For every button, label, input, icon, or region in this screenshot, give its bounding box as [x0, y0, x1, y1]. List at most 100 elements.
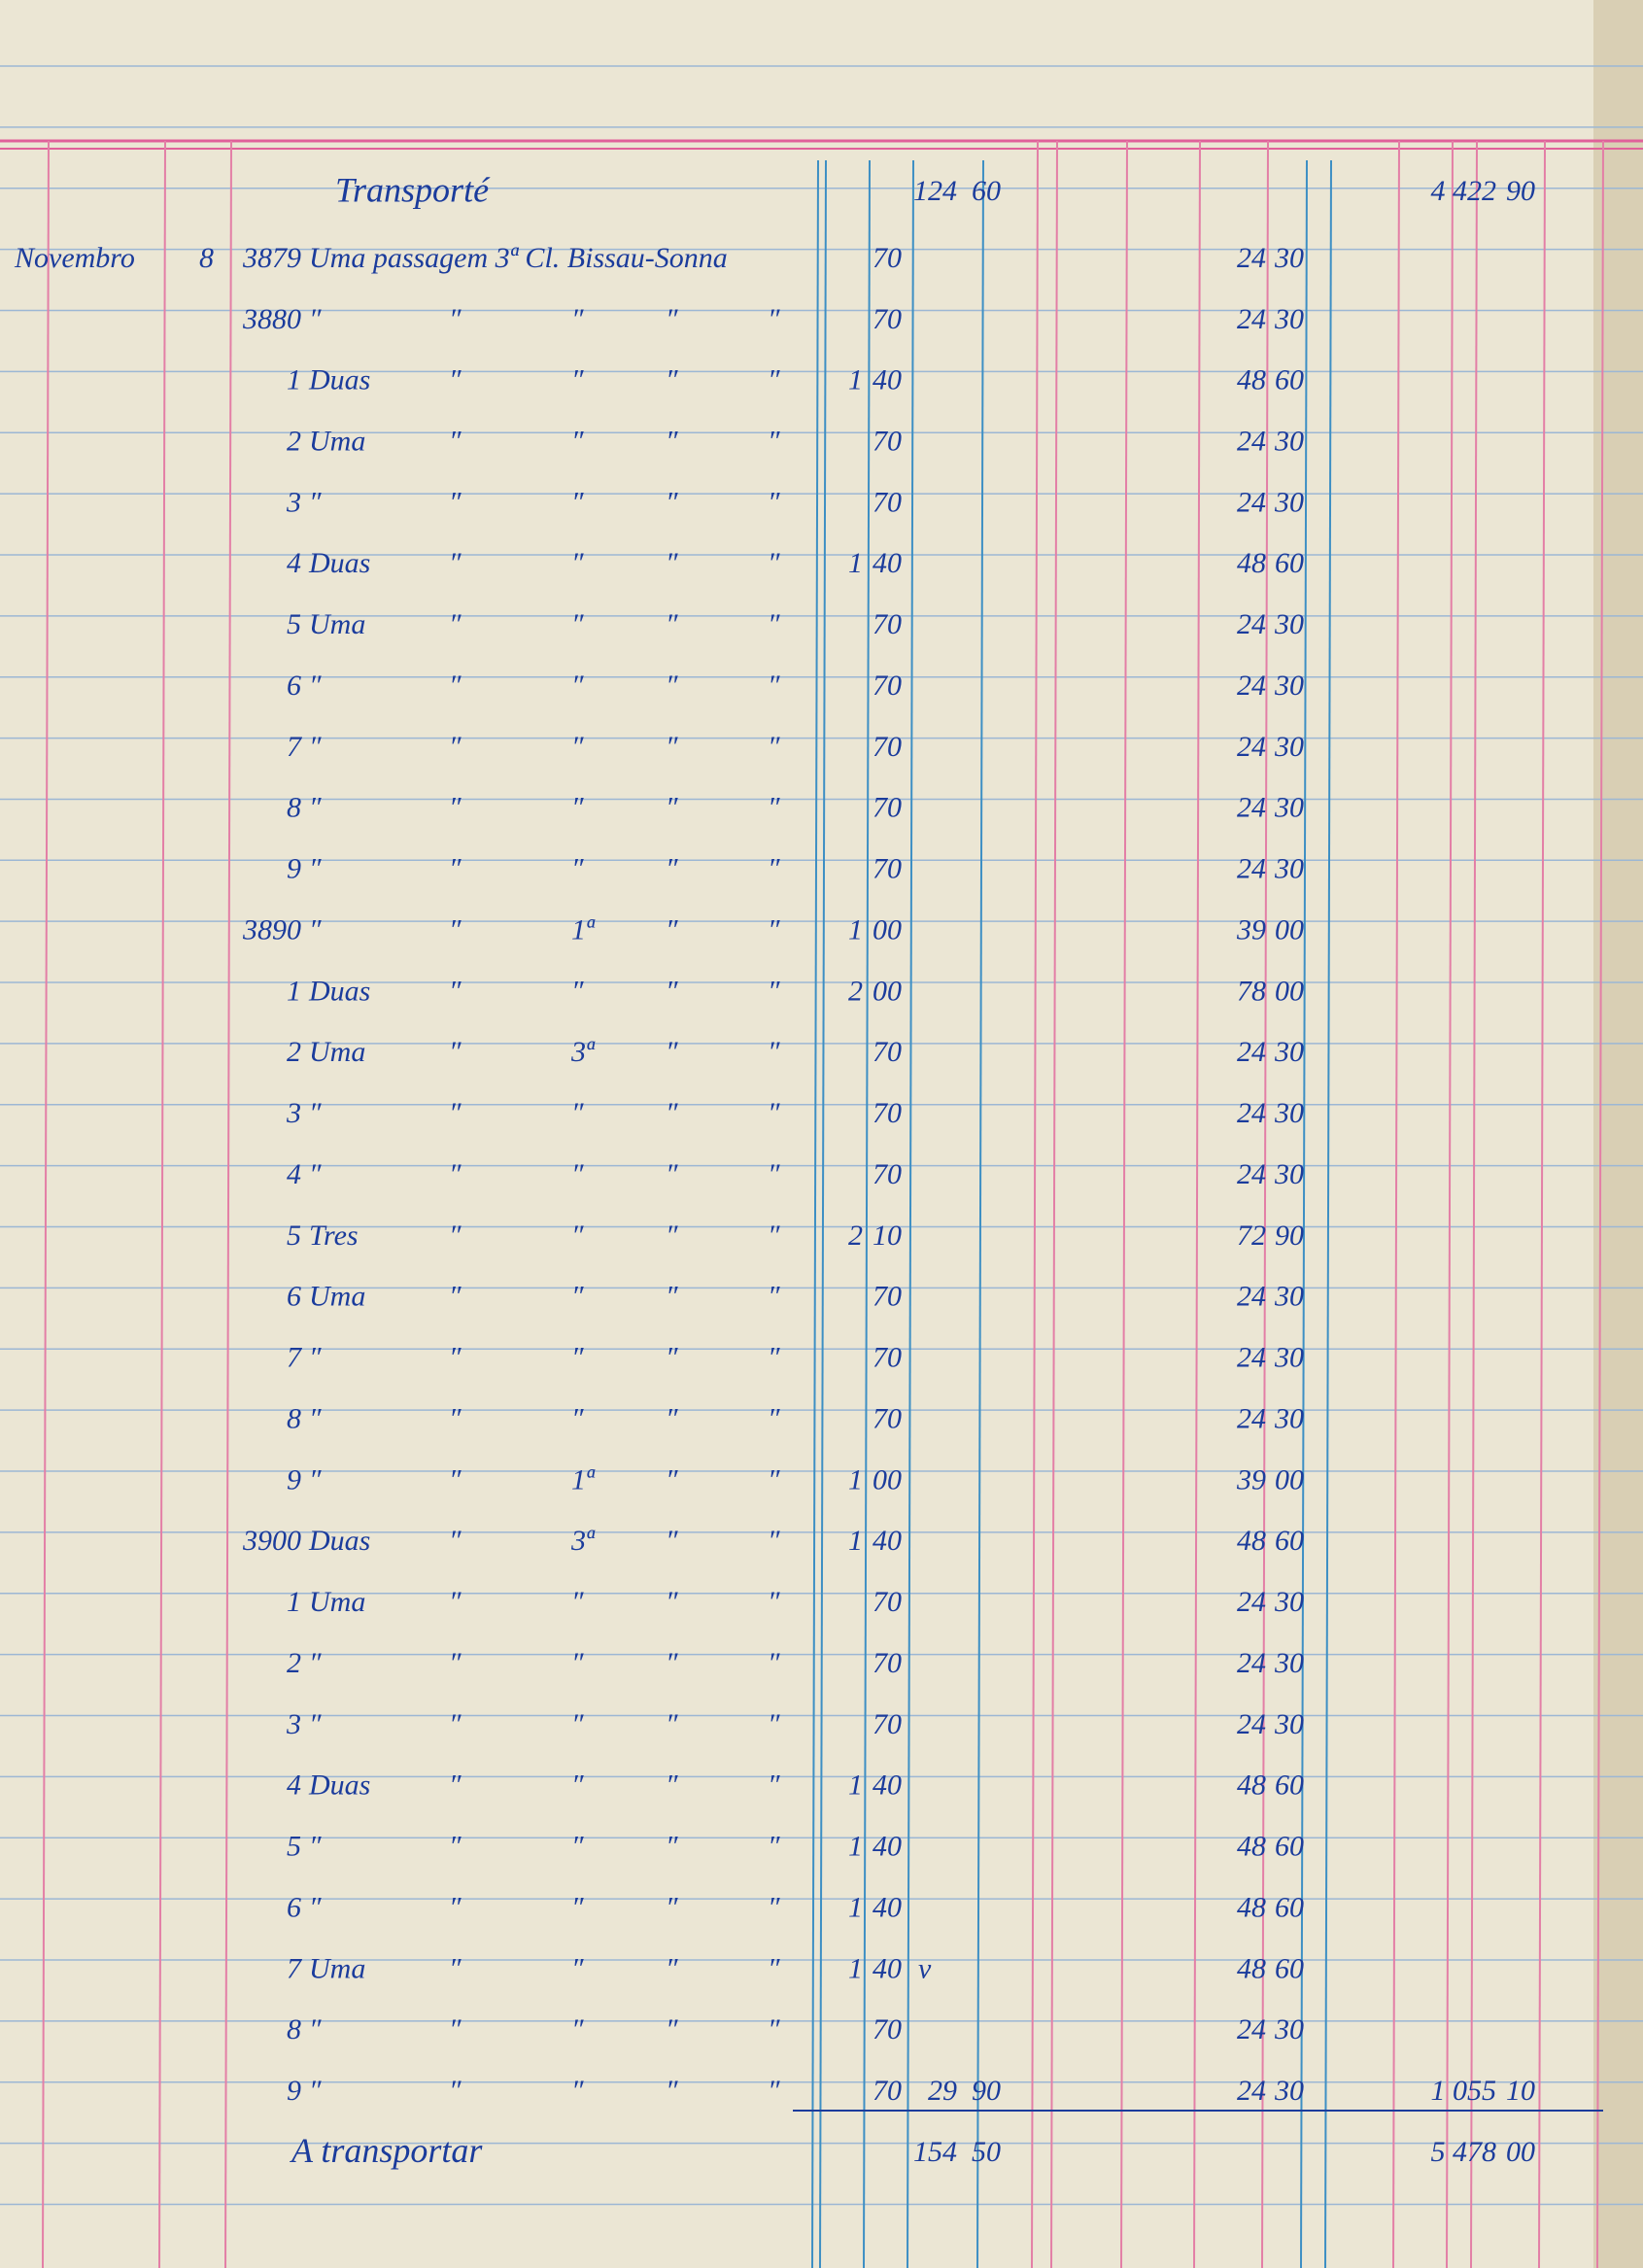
margin-rule [1261, 140, 1269, 2268]
description-cell: ″ [571, 1220, 584, 1252]
description-cell: ″ [309, 1158, 322, 1190]
entry-number: 3 [286, 1097, 301, 1129]
description-cell: ″ [571, 853, 584, 885]
description-cell: ″ [768, 1463, 780, 1495]
amount-int: 24 [1237, 1402, 1266, 1434]
total-int: 1 055 [1431, 2075, 1497, 2107]
description-cell: ″ [571, 303, 584, 335]
description-cell: ″ [768, 1708, 780, 1740]
description-cell: ″ [449, 1831, 462, 1863]
qty-cents: 40 [873, 1952, 902, 1984]
description-cell: ″ [449, 547, 462, 579]
amount-int: 39 [1236, 913, 1266, 945]
entry-number: 3880 [242, 303, 301, 335]
description-cell: ″ [666, 1770, 678, 1802]
subtotal-int: 154 [913, 2136, 957, 2168]
description-cell: ″ [666, 1036, 678, 1068]
entry-number: 7 [287, 731, 303, 763]
description-cell: ″ [768, 670, 780, 702]
qty-cents: 70 [873, 486, 902, 518]
margin-rule [1392, 140, 1400, 2268]
description-cell: ″ [309, 1402, 322, 1434]
description-cell: Uma [309, 426, 365, 458]
qty-int: 1 [848, 1891, 863, 1923]
qty-cents: 70 [873, 1586, 902, 1618]
column-rule [976, 159, 984, 2268]
description-cell: ″ [666, 608, 678, 640]
description-cell: 1ª [571, 913, 596, 945]
qty-cents: 70 [873, 1402, 902, 1434]
description-cell: ″ [768, 1647, 780, 1679]
description-cell: ″ [449, 1525, 462, 1557]
description-cell: ″ [666, 670, 678, 702]
amount-cents: 60 [1275, 1525, 1304, 1557]
amount-cents: 30 [1274, 670, 1304, 702]
column-rule [863, 159, 871, 2268]
description-cell: ″ [768, 2075, 780, 2107]
amount-cents: 30 [1274, 1281, 1304, 1313]
total-cents: 10 [1506, 2075, 1535, 2107]
description-cell: ″ [666, 1097, 678, 1129]
description-cell: ″ [768, 1220, 780, 1252]
amount-int: 24 [1237, 303, 1266, 335]
amount-cents: 00 [1275, 913, 1304, 945]
description-cell: ″ [309, 1831, 322, 1863]
description-cell: ″ [309, 1647, 322, 1679]
description-cell: Duas [308, 1525, 370, 1557]
subtotal-cents: 50 [972, 2136, 1001, 2168]
amount-cents: 30 [1274, 731, 1304, 763]
description-cell: ″ [768, 486, 780, 518]
description-cell: ″ [666, 1647, 678, 1679]
amount-int: 72 [1237, 1220, 1266, 1252]
description-cell: ″ [449, 303, 462, 335]
total-int: 5 478 [1431, 2136, 1497, 2168]
description-cell: ″ [449, 1891, 462, 1923]
amount-cents: 30 [1274, 1647, 1304, 1679]
description-cell: ″ [571, 2013, 584, 2045]
amount-cents: 30 [1274, 1097, 1304, 1129]
description-cell: ″ [666, 426, 678, 458]
description-cell: ″ [571, 1097, 584, 1129]
amount-int: 24 [1237, 2013, 1266, 2045]
qty-int: 1 [848, 547, 863, 579]
description-cell: ″ [449, 731, 462, 763]
description-cell: ″ [449, 975, 462, 1007]
description-cell: ″ [571, 364, 584, 396]
description-cell: Uma [309, 1036, 365, 1068]
description-cell: ″ [666, 1525, 678, 1557]
qty-cents: 00 [873, 1463, 902, 1495]
description-cell: ″ [666, 1402, 678, 1434]
qty-cents: 40 [873, 1770, 902, 1802]
description-cell: ″ [768, 303, 780, 335]
description-cell: ″ [571, 1647, 584, 1679]
amount-cents: 30 [1274, 1036, 1304, 1068]
margin-rule [1596, 140, 1604, 2268]
entry-number: 1 [287, 1586, 301, 1618]
description-cell: ″ [666, 1281, 678, 1313]
description-cell: ″ [768, 1402, 780, 1434]
description-cell: ″ [309, 2075, 322, 2107]
header-label: Transporté [335, 170, 491, 209]
description-cell: ″ [768, 547, 780, 579]
description-cell: ″ [768, 608, 780, 640]
description-cell: ″ [449, 1097, 462, 1129]
margin-rule [224, 140, 232, 2268]
column-rule [907, 159, 914, 2268]
description-cell: ″ [571, 731, 584, 763]
entry-number: 3890 [242, 913, 301, 945]
description-cell: ″ [768, 2013, 780, 2045]
description-cell: ″ [768, 1281, 780, 1313]
description-cell: ″ [571, 1952, 584, 1984]
description-cell: ″ [666, 364, 678, 396]
description-cell: Uma [309, 608, 365, 640]
description-cell: ″ [768, 975, 780, 1007]
amount-int: 24 [1237, 1647, 1266, 1679]
description-cell: ″ [768, 792, 780, 824]
description-cell: ″ [768, 1525, 780, 1557]
amount-cents: 30 [1274, 2013, 1304, 2045]
description-cell: ″ [666, 1463, 678, 1495]
entry-number: 4 [287, 1770, 301, 1802]
entry-number: 9 [287, 1463, 301, 1495]
qty-int: 2 [848, 975, 863, 1007]
column-rule [1300, 159, 1308, 2268]
